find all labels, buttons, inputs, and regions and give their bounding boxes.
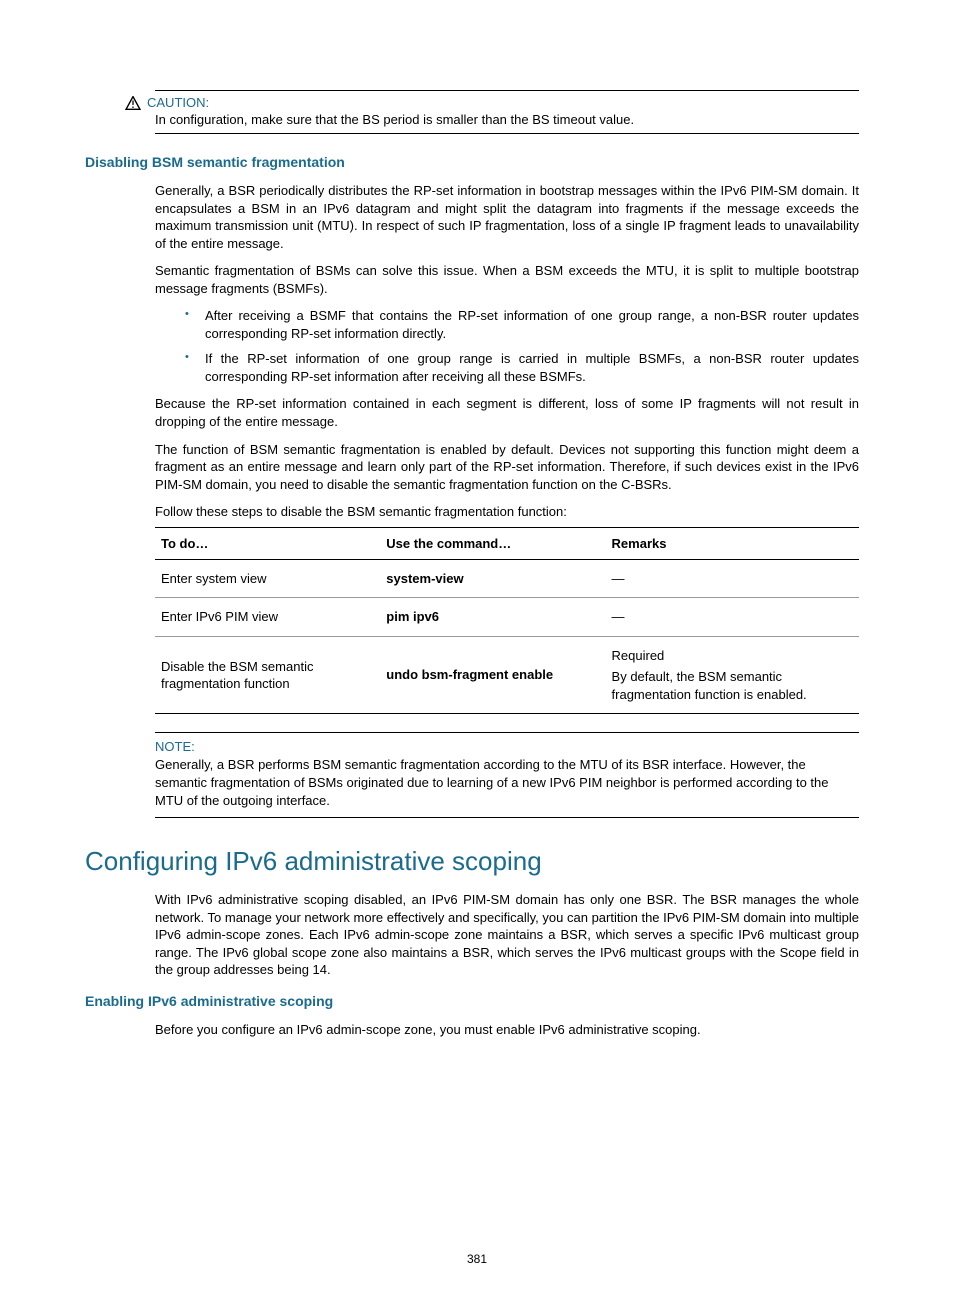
paragraph: The function of BSM semantic fragmentati… <box>155 441 859 494</box>
table-header-row: To do… Use the command… Remarks <box>155 527 859 559</box>
remarks-default: By default, the BSM semantic fragmentati… <box>612 668 853 703</box>
caution-callout: CAUTION: In configuration, make sure tha… <box>155 90 859 134</box>
paragraph: Before you configure an IPv6 admin-scope… <box>155 1021 859 1039</box>
list-item: After receiving a BSMF that contains the… <box>185 307 859 342</box>
heading-disabling-bsm: Disabling BSM semantic fragmentation <box>85 154 859 170</box>
col-todo: To do… <box>155 527 380 559</box>
paragraph: Semantic fragmentation of BSMs can solve… <box>155 262 859 297</box>
section-admin-scoping: Configuring IPv6 administrative scoping … <box>155 846 859 1038</box>
note-callout: NOTE: Generally, a BSR performs BSM sema… <box>155 732 859 818</box>
cell-command: system-view <box>380 559 605 598</box>
cell-command: undo bsm-fragment enable <box>380 636 605 714</box>
paragraph: With IPv6 administrative scoping disable… <box>155 891 859 979</box>
paragraph: Follow these steps to disable the BSM se… <box>155 503 859 521</box>
note-text: Generally, a BSR performs BSM semantic f… <box>155 756 859 817</box>
page-number: 381 <box>0 1252 954 1266</box>
section-disabling-bsm: Disabling BSM semantic fragmentation Gen… <box>155 154 859 714</box>
remarks-required: Required <box>612 647 853 665</box>
caution-label: CAUTION: <box>147 95 209 110</box>
paragraph: Because the RP-set information contained… <box>155 395 859 430</box>
cell-remarks: — <box>606 559 859 598</box>
table-row: Enter system view system-view — <box>155 559 859 598</box>
cell-todo: Enter IPv6 PIM view <box>155 598 380 637</box>
cell-remarks: Required By default, the BSM semantic fr… <box>606 636 859 714</box>
cell-command: pim ipv6 <box>380 598 605 637</box>
table-row: Enter IPv6 PIM view pim ipv6 — <box>155 598 859 637</box>
col-remarks: Remarks <box>606 527 859 559</box>
bullet-list: After receiving a BSMF that contains the… <box>185 307 859 385</box>
list-item: If the RP-set information of one group r… <box>185 350 859 385</box>
paragraph: Generally, a BSR periodically distribute… <box>155 182 859 252</box>
caution-header: CAUTION: <box>155 91 859 112</box>
heading-enabling-scoping: Enabling IPv6 administrative scoping <box>85 993 859 1009</box>
cell-remarks: — <box>606 598 859 637</box>
cell-todo: Disable the BSM semantic fragmentation f… <box>155 636 380 714</box>
caution-text: In configuration, make sure that the BS … <box>155 112 859 133</box>
table-row: Disable the BSM semantic fragmentation f… <box>155 636 859 714</box>
warning-icon <box>125 96 141 110</box>
col-command: Use the command… <box>380 527 605 559</box>
cell-todo: Enter system view <box>155 559 380 598</box>
document-page: CAUTION: In configuration, make sure tha… <box>0 0 954 1296</box>
heading-admin-scoping: Configuring IPv6 administrative scoping <box>85 846 859 877</box>
command-table: To do… Use the command… Remarks Enter sy… <box>155 527 859 715</box>
note-label: NOTE: <box>155 733 859 756</box>
